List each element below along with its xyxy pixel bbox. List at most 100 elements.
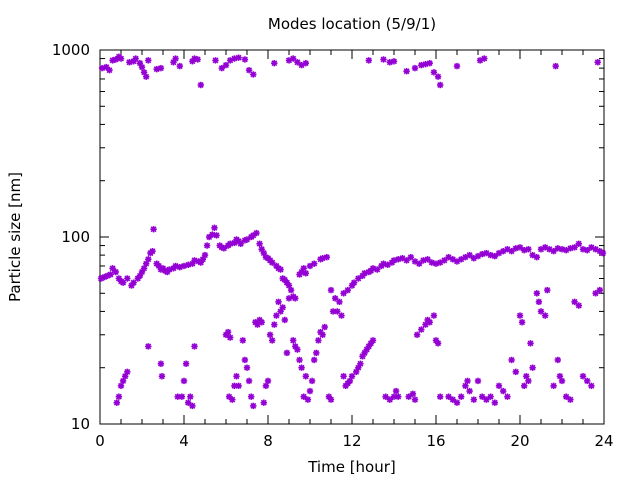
y-axis: 10 100 1000 xyxy=(52,41,604,433)
data-point xyxy=(374,266,381,273)
data-point xyxy=(292,295,299,302)
data-point xyxy=(235,382,242,390)
data-point xyxy=(311,260,318,267)
data-point xyxy=(189,402,196,410)
data-point xyxy=(294,59,301,66)
data-point xyxy=(579,373,587,380)
data-point xyxy=(588,382,595,390)
data-point xyxy=(350,279,358,286)
y-tick-label: 1000 xyxy=(52,41,90,59)
data-point xyxy=(563,393,570,400)
data-point xyxy=(504,393,511,400)
data-point xyxy=(470,396,477,403)
data-point xyxy=(340,373,347,380)
data-point xyxy=(308,377,316,385)
x-tick-label: 20 xyxy=(510,432,529,450)
data-point xyxy=(369,337,377,344)
data-point xyxy=(575,302,582,309)
x-axis: 0 4 8 12 16 20 24 xyxy=(95,50,614,450)
data-point xyxy=(180,377,188,385)
data-point xyxy=(243,364,251,371)
data-point xyxy=(250,402,257,410)
data-point xyxy=(464,377,471,385)
data-point xyxy=(172,55,179,62)
data-point xyxy=(365,57,372,64)
data-point xyxy=(201,251,209,259)
data-point xyxy=(405,393,412,400)
data-point xyxy=(296,356,303,364)
data-point xyxy=(552,62,559,70)
data-point xyxy=(150,226,157,233)
data-point xyxy=(279,304,286,311)
data-point xyxy=(302,59,309,67)
data-point xyxy=(262,382,270,390)
data-point xyxy=(130,279,137,286)
data-point xyxy=(426,59,433,67)
x-tick-label: 4 xyxy=(179,432,189,450)
y-axis-label: Particle size [nm] xyxy=(6,172,24,302)
data-point xyxy=(233,373,240,380)
data-point xyxy=(474,377,482,385)
data-point xyxy=(453,62,461,70)
data-point xyxy=(306,387,314,395)
data-point xyxy=(212,57,219,64)
x-tick-label: 24 xyxy=(594,432,613,450)
data-point xyxy=(382,393,389,400)
data-point xyxy=(285,295,293,302)
y-tick-label: 100 xyxy=(61,228,90,246)
data-point xyxy=(479,393,486,400)
data-point xyxy=(245,66,253,74)
data-point xyxy=(449,396,456,403)
data-point xyxy=(516,312,524,319)
data-point xyxy=(327,286,335,294)
data-point xyxy=(458,393,465,400)
data-point xyxy=(392,387,400,395)
data-point xyxy=(124,275,131,282)
data-point xyxy=(445,393,452,400)
data-point xyxy=(407,253,414,261)
data-point xyxy=(516,244,524,251)
data-point xyxy=(227,334,234,341)
x-tick-label: 8 xyxy=(263,432,273,450)
data-point xyxy=(290,337,297,344)
data-point xyxy=(495,382,503,390)
data-point xyxy=(241,356,249,364)
data-point xyxy=(103,63,110,71)
data-point xyxy=(525,377,532,385)
data-point xyxy=(245,377,253,385)
data-point xyxy=(229,396,236,403)
data-point xyxy=(203,242,211,249)
data-point xyxy=(437,81,444,89)
data-point xyxy=(525,246,532,253)
x-axis-label: Time [hour] xyxy=(307,458,396,476)
data-point xyxy=(250,71,257,78)
data-point xyxy=(145,256,152,263)
data-point xyxy=(235,54,242,61)
data-point xyxy=(302,373,309,380)
data-point xyxy=(437,393,444,400)
data-point xyxy=(424,256,431,263)
x-tick-label: 16 xyxy=(426,432,445,450)
data-point xyxy=(403,68,410,75)
data-point xyxy=(430,69,438,76)
data-point xyxy=(554,245,561,252)
data-point xyxy=(403,257,410,264)
data-point xyxy=(283,349,291,357)
data-point xyxy=(319,331,326,338)
data-point xyxy=(411,396,419,403)
data-point xyxy=(323,253,330,261)
data-point xyxy=(361,349,368,357)
data-point xyxy=(194,56,201,63)
data-point xyxy=(546,246,553,253)
chart-title: Modes location (5/9/1) xyxy=(268,15,436,33)
data-point xyxy=(145,57,152,64)
data-point xyxy=(334,308,341,315)
data-point xyxy=(554,356,561,364)
data-point xyxy=(430,312,438,319)
data-point xyxy=(143,73,150,80)
data-point xyxy=(248,393,255,400)
data-point xyxy=(491,252,498,260)
data-point xyxy=(176,62,183,70)
data-point xyxy=(185,399,192,406)
data-point xyxy=(327,396,335,403)
